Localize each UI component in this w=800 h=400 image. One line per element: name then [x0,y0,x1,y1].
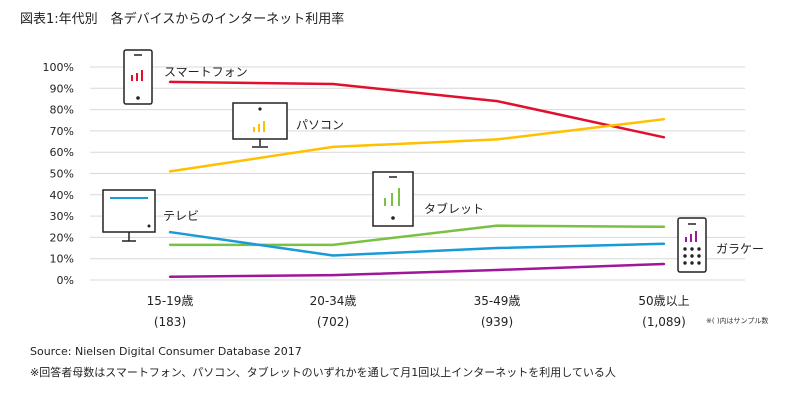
data-point [168,230,172,234]
tablet-icon [372,171,414,227]
y-tick-label: 30% [50,210,74,223]
x-sample-size-label: (702) [317,315,349,329]
x-tick-label: 15-19歳 [147,294,194,308]
x-tick-label: 35-49歳 [474,294,521,308]
series-label-smartphone: スマートフォン [164,65,248,79]
source-text: Source: Nielsen Digital Consumer Databas… [30,345,302,358]
series-label-pc: パソコン [296,118,344,132]
sample-size-note: ※( )内はサンプル数 [706,317,769,325]
data-point [168,170,172,173]
y-tick-label: 60% [50,146,74,159]
data-point [662,117,666,121]
data-point [495,138,499,141]
data-point [168,275,172,279]
series-line-3 [169,230,665,257]
x-sample-size-label: (1,089) [642,315,686,329]
data-point [168,243,172,247]
y-tick-label: 40% [50,189,74,202]
series-line-4 [169,262,665,279]
data-point [331,145,335,149]
feature-phone-icon [677,217,707,273]
series-line-0 [169,80,665,139]
series-label-tablet: タブレット [424,201,484,216]
y-tick-label: 20% [50,231,74,244]
x-tick-label: 20-34歳 [310,294,357,308]
series-label-tv: テレビ [163,209,199,223]
y-tick-label: 50% [50,168,74,181]
pc-monitor-icon [232,102,288,148]
data-point [662,262,666,266]
series-label-feature-phone: ガラケー [716,242,764,256]
smartphone-icon [123,49,153,105]
footnote-text: ※回答者母数はスマートフォン、パソコン、タブレットのいずれかを通して月1回以上イ… [30,366,616,379]
data-point [495,99,499,103]
data-point [331,82,335,86]
x-sample-size-label: (939) [481,315,513,329]
data-point [662,242,666,245]
data-point [495,224,499,227]
data-point [168,80,172,84]
data-point [331,243,335,247]
chart-title: 図表1:年代別 各デバイスからのインターネット利用率 [20,12,345,27]
y-tick-label: 80% [50,104,74,117]
data-point [662,225,666,228]
y-tick-label: 90% [50,82,74,95]
data-point [331,273,335,277]
y-tick-label: 0% [57,274,74,287]
tv-icon [102,189,156,242]
device-icons: スマートフォン パソコン タブレット [102,49,764,273]
data-point [331,254,335,257]
x-sample-size-label: (183) [154,315,186,329]
data-point [662,136,666,139]
y-tick-label: 100% [43,61,74,74]
data-point [495,246,499,250]
y-tick-label: 10% [50,253,74,266]
x-tick-label: 50歳以上 [638,294,689,308]
series-line-1 [169,117,665,173]
data-point [495,268,499,272]
y-tick-label: 70% [50,125,74,138]
